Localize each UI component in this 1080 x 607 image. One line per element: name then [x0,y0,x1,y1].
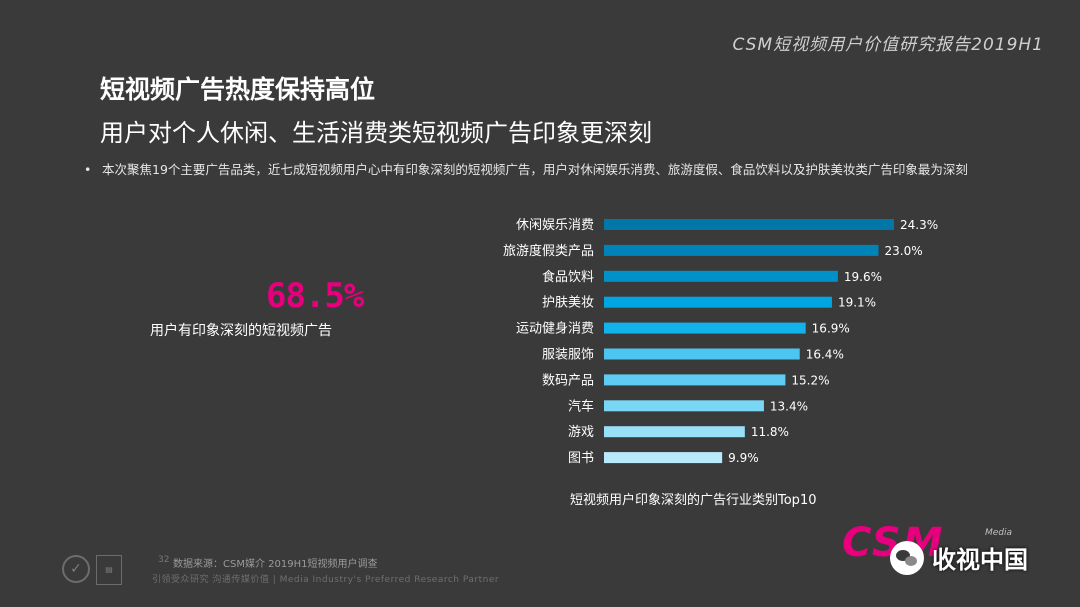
bar-8 [604,400,764,412]
value-label-4: 19.1% [838,296,876,310]
data-source: 数据来源：CSM媒介 2019H1短视频用户调查 [173,559,378,570]
value-label-7: 15.2% [791,373,829,387]
page-number: 32 [158,555,170,565]
category-label-1: 休闲娱乐消费 [516,218,594,233]
wechat-icon [890,540,924,575]
value-label-3: 19.6% [844,270,882,284]
bar-6 [604,348,800,360]
bar-9 [604,426,745,438]
csm-logo-sub: Media [985,528,1013,538]
bullet-point: • 本次聚焦19个主要广告品类，近七成短视频用户心中有印象深刻的短视频广告，用户对… [84,159,1064,178]
category-label-9: 游戏 [568,425,594,440]
bar-10 [604,452,723,464]
value-label-10: 9.9% [728,451,759,465]
footer-tagline: 引领受众研究 沟通传媒价值 | Media Industry's Preferr… [152,575,500,585]
value-label-1: 24.3% [900,218,938,232]
value-label-8: 13.4% [770,399,808,413]
check-badge-icon: ✓ [62,555,90,583]
category-label-8: 汽车 [568,398,594,414]
category-label-4: 护肤美妆 [542,296,594,311]
report-title: CSM短视频用户价值研究报告2019H1 [732,35,1044,55]
bar-4 [604,296,832,308]
category-label-5: 运动健身消费 [516,321,594,337]
page-subtitle: 用户对个人休闲、生活消费类短视频广告印象更深刻 [100,119,652,147]
wechat-account-name: 收视中国 [932,546,1028,574]
bar-2 [604,244,879,256]
category-label-10: 图书 [568,451,594,466]
category-label-2: 旅游度假类产品 [503,243,594,259]
category-label-7: 数码产品 [542,373,594,388]
bar-3 [604,270,838,282]
bar-7 [604,374,786,386]
bar-5 [604,322,806,334]
value-label-5: 16.9% [812,322,850,336]
footer-badges: ✓ ▤ [62,555,122,585]
bar-1 [604,219,894,230]
highlight-label: 用户有印象深刻的短视频广告 [150,323,332,339]
certificate-badge-icon: ▤ [96,555,122,585]
value-label-2: 23.0% [884,244,922,258]
value-label-6: 16.4% [806,348,844,362]
page-title: 短视频广告热度保持高位 [100,75,376,104]
highlight-value: 68.5% [266,276,364,316]
category-label-6: 服装服饰 [542,348,594,363]
wechat-watermark: 收视中国 [890,540,1028,575]
category-label-3: 食品饮料 [542,269,594,285]
bullet-icon: • [84,162,92,177]
value-label-9: 11.8% [751,425,789,439]
chart-title: 短视频用户印象深刻的广告行业类别Top10 [570,493,817,508]
bullet-text: 本次聚焦19个主要广告品类，近七成短视频用户心中有印象深刻的短视频广告，用户对休… [102,162,968,177]
